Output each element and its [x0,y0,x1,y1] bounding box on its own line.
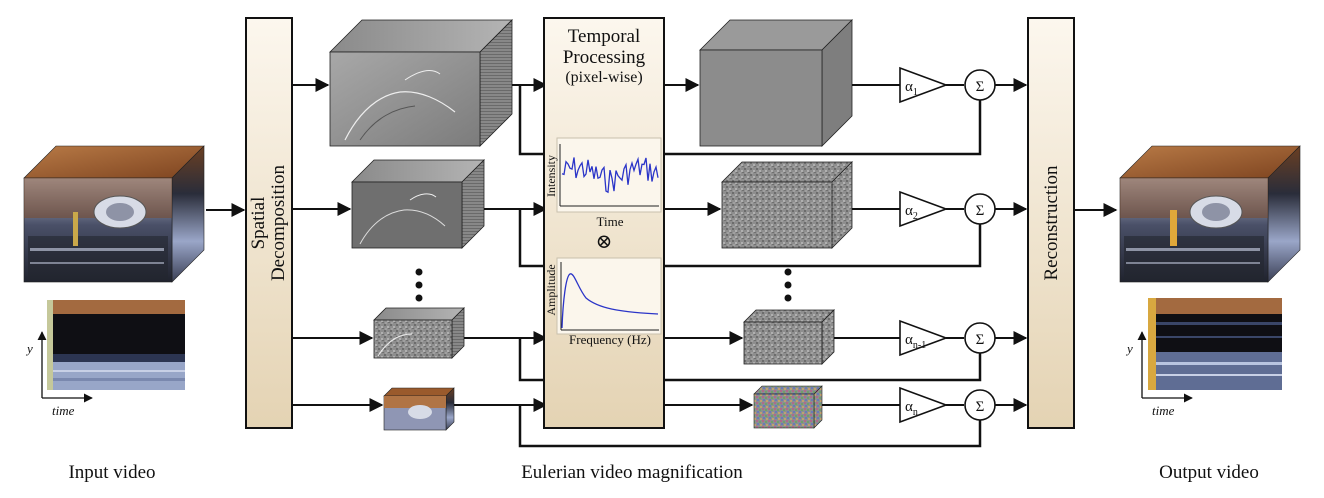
triangle-amplifier-icon [899,190,949,228]
output-video-cube [1119,145,1301,283]
sum-circle-icon: Σ [964,193,996,225]
alpha-subscript-2: 2 [913,211,918,222]
spatial-label-line2: Decomposition [268,164,289,281]
triangle-amplifier-icon [899,66,949,104]
caption-output-video: Output video [1159,462,1259,483]
alpha-subscript-1: 1 [913,87,918,98]
filtered-level-1-cube [699,19,853,147]
alpha-subscript-n-1: n-1 [913,340,926,351]
pyramid-level-2-cube [351,159,485,249]
caption-input-video: Input video [68,462,155,483]
sum-to-reconstruction-arrows [995,78,1028,412]
output-slice-time-label: time [1152,403,1175,418]
pyramid-level-n-cube [383,387,455,431]
filtered-level-n-1-cube [743,309,835,365]
amplifier-2: α2 [899,190,949,228]
triangle-amplifier-icon [899,386,949,424]
sum-symbol-4: Σ [976,399,985,415]
filtered-level-2-cube [721,161,853,249]
input-slice-time-label: time [52,403,75,418]
alpha-subscript-n: n [913,407,918,418]
alpha-symbol: α [905,203,913,219]
cube-to-amplifier-lines [822,84,900,406]
sum-circle-icon: Σ [964,389,996,421]
vdots-icon [415,268,423,302]
sum-symbol-1: Σ [976,79,985,95]
amplitude-frequency-plot: Amplitude Frequency (Hz) [544,257,662,347]
amplitude-axis-label: Amplitude [544,264,558,315]
intensity-trace [561,156,659,194]
frequency-axis-label: Frequency (Hz) [569,332,651,347]
amplifier-to-sum-lines [946,84,964,406]
pyramid-level-1-cube [329,19,513,147]
amplifier-n-1: αn-1 [899,319,949,357]
sum-symbol-3: Σ [976,332,985,348]
intensity-time-plot: Intensity Time [544,137,662,229]
temporal-label-line1: Temporal [568,26,641,47]
amplifier-n: αn [899,386,949,424]
temporal-processing-block: Temporal Processing (pixel-wise) [543,17,665,429]
reconstruction-block: Reconstruction [1027,17,1075,429]
sum-circle-icon: Σ [964,322,996,354]
temporal-label-line3: (pixel-wise) [565,69,642,86]
reconstruction-label: Reconstruction [1041,165,1062,281]
output-slice-y-label: y [1125,341,1133,356]
spatial-decomposition-block: Spatial Decomposition [245,17,293,429]
intensity-axis-label: Intensity [544,155,558,197]
spatial-label-line1: Spatial [248,197,269,250]
vdots-icon [784,268,792,302]
svg-text:α1: α1 [905,79,918,98]
svg-text:α2: α2 [905,203,918,222]
caption-eulerian-magnification: Eulerian video magnification [521,462,743,483]
input-video-cube [23,145,205,283]
alpha-symbol: α [905,79,913,95]
output-xt-slice: y time [1125,298,1282,418]
connector-lines [454,78,982,448]
input-slice-y-label: y [25,341,33,356]
svg-text:αn: αn [905,399,918,418]
amplitude-curve [561,273,659,329]
alpha-symbol: α [905,399,913,415]
pyramid-level-n-1-cube [373,307,465,359]
convolve-icon: ⊗ [596,231,613,253]
sum-symbol-2: Σ [976,203,985,219]
sum-circle-icon: Σ [964,69,996,101]
input-xt-slice: y time [25,300,185,418]
alpha-symbol: α [905,332,913,348]
time-axis-label: Time [597,214,624,229]
svg-text:αn-1: αn-1 [905,332,926,351]
amplifier-1: α1 [899,66,949,104]
triangle-amplifier-icon [899,319,949,357]
temporal-label-line2: Processing [563,47,646,68]
filtered-level-n-cube [753,385,823,429]
